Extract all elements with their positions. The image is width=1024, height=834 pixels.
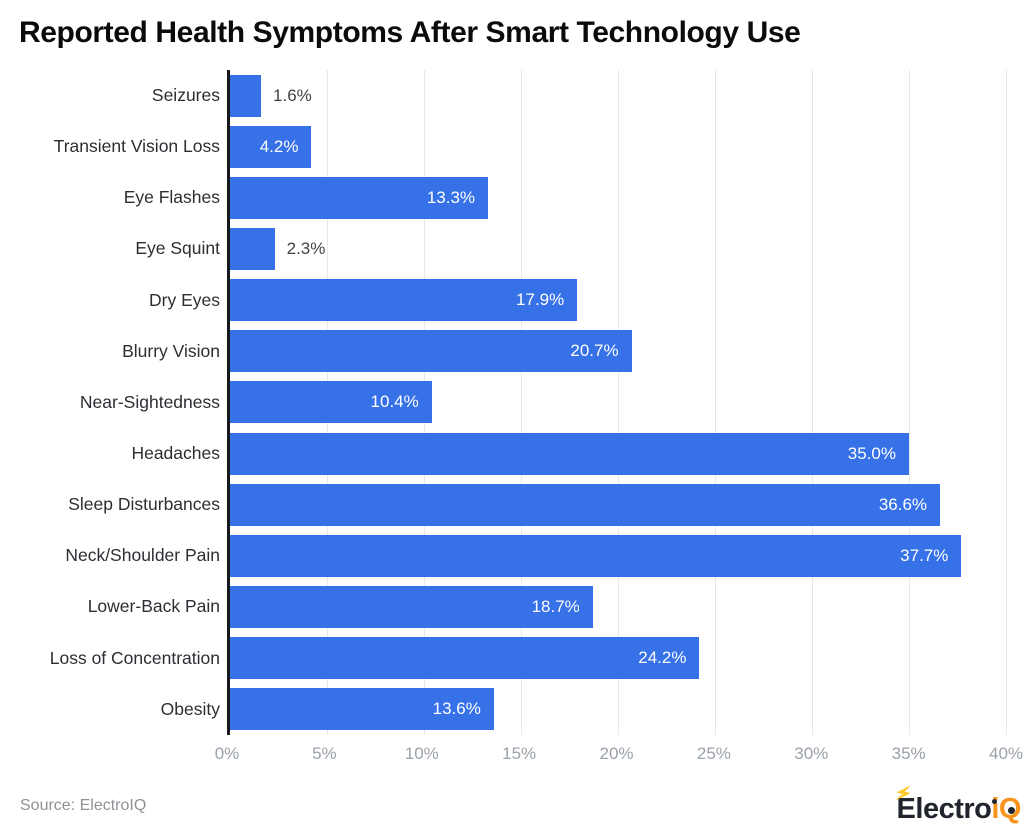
x-tick-label: 5% xyxy=(312,744,337,763)
plot-area: 1.6% 4.2% 13.3% 2.3% 17.9% 20.7% 10.4% 35.0% 36.… xyxy=(227,70,1007,735)
bar-row: 1.6% xyxy=(230,70,1006,121)
bar-row: 17.9% xyxy=(230,275,1006,326)
lightning-bolt-icon: ⚡ xyxy=(891,783,914,804)
x-tick-label: 10% xyxy=(404,744,439,763)
bar-row: 20.7% xyxy=(230,326,1006,377)
bar: 10.4% xyxy=(230,381,432,424)
bar: 4.2% xyxy=(230,125,312,168)
bar: 37.7% xyxy=(230,534,962,577)
chart-title: Reported Health Symptoms After Smart Tec… xyxy=(19,16,801,49)
gridline xyxy=(909,70,910,735)
bar-row: 35.0% xyxy=(230,428,1006,479)
value-label: 17.9% xyxy=(516,290,565,310)
bar: 13.6% xyxy=(230,688,494,731)
bar-row: 2.3% xyxy=(230,223,1006,274)
value-label: 13.6% xyxy=(432,699,481,719)
logo-word: Electro xyxy=(896,793,992,825)
value-label: 4.2% xyxy=(259,136,299,156)
bar: 36.6% xyxy=(230,483,941,526)
category-label: Blurry Vision xyxy=(122,340,220,361)
gridline xyxy=(618,70,619,735)
electroiq-logo: ⚡ Electro iQ xyxy=(892,783,1022,826)
category-label: Eye Squint xyxy=(135,238,220,259)
gridline xyxy=(715,70,716,735)
bar-row: 36.6% xyxy=(230,479,1006,530)
x-tick-label: 30% xyxy=(794,744,829,763)
gridline xyxy=(812,70,813,735)
category-label: Seizures xyxy=(151,85,220,106)
bar: 17.9% xyxy=(230,279,578,322)
x-axis: 0% 5% 10% 15% 20% 25% 30% 35% 40% xyxy=(215,744,1023,766)
bar: 20.7% xyxy=(230,330,632,373)
value-label: 10.4% xyxy=(370,392,419,412)
bar: 18.7% xyxy=(230,585,593,628)
bar-row: 18.7% xyxy=(230,581,1006,632)
logo-text-accent: iQ xyxy=(991,793,1021,825)
category-label: Loss of Concentration xyxy=(49,647,220,668)
value-label: 1.6% xyxy=(273,85,312,105)
value-label: 2.3% xyxy=(286,238,326,258)
value-label: 35.0% xyxy=(847,443,896,463)
bar-row: 24.2% xyxy=(230,633,1006,684)
category-label: Headaches xyxy=(131,443,220,464)
value-label: 24.2% xyxy=(638,648,687,668)
bar: 13.3% xyxy=(230,176,489,219)
bar-row: 10.4% xyxy=(230,377,1006,428)
value-label: 13.3% xyxy=(426,187,476,207)
category-label: Dry Eyes xyxy=(149,289,220,310)
gridline xyxy=(1006,70,1007,735)
x-tick-label: 40% xyxy=(988,744,1024,763)
x-tick-label: 35% xyxy=(891,744,926,763)
x-tick-label: 0% xyxy=(214,744,240,763)
bar-row: 37.7% xyxy=(230,530,1006,581)
bar: 24.2% xyxy=(230,637,700,680)
value-label: 37.7% xyxy=(900,545,949,565)
bar xyxy=(230,74,262,117)
category-label: Eye Flashes xyxy=(123,187,220,208)
bar-row: 4.2% xyxy=(230,121,1006,172)
bar: 35.0% xyxy=(230,432,909,475)
category-axis: Seizures Transient Vision Loss Eye Flashes… xyxy=(0,70,227,735)
value-label: 20.7% xyxy=(570,341,619,361)
category-label: Transient Vision Loss xyxy=(53,136,220,157)
x-tick-label: 15% xyxy=(502,744,537,763)
gridline xyxy=(521,70,522,735)
x-tick-label: 25% xyxy=(696,744,731,763)
bar-row: 13.3% xyxy=(230,172,1006,223)
category-label: Near-Sightedness xyxy=(79,391,220,412)
category-label: Lower-Back Pain xyxy=(87,596,220,617)
category-label: Neck/Shoulder Pain xyxy=(65,545,220,566)
category-label: Sleep Disturbances xyxy=(68,494,220,515)
bar-chart: Seizures Transient Vision Loss Eye Flashes… xyxy=(0,70,1007,735)
bar xyxy=(230,227,275,270)
source-note: Source: ElectroIQ xyxy=(20,797,147,814)
x-tick-label: 20% xyxy=(599,744,634,763)
logo-text-dark: ⚡ Electro xyxy=(892,783,992,826)
value-label: 18.7% xyxy=(531,596,580,616)
category-label: Obesity xyxy=(160,698,220,719)
value-label: 36.6% xyxy=(878,494,928,514)
bar-row: 13.6% xyxy=(230,684,1006,735)
